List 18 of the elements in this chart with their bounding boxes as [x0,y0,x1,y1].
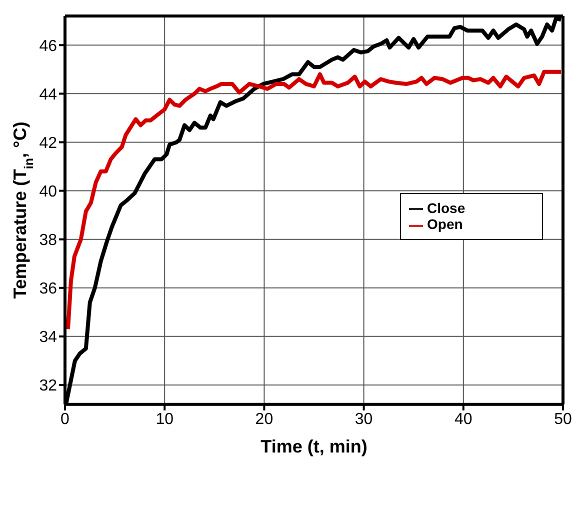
x-tick-label: 30 [354,410,373,428]
x-tick-label: 10 [156,410,174,428]
y-tick-label: 36 [39,280,58,298]
x-tick-label: 40 [454,410,472,428]
x-axis-title: Time (t, min) [260,436,368,456]
x-tick-label: 50 [554,410,572,428]
line-series [66,70,563,332]
legend-label: Open [427,216,463,232]
y-tick-label: 38 [39,232,58,250]
y-tick-label: 46 [39,38,58,55]
x-tick-label: 20 [255,410,274,428]
y-tick-label: 32 [39,378,58,395]
y-tick-label: 34 [39,329,58,346]
y-tick-label: 40 [39,183,58,200]
y-tick-label: 44 [39,86,58,104]
legend-label: Close [427,200,466,216]
y-tick-label: 42 [39,134,58,152]
x-tick-label: 0 [60,410,70,428]
